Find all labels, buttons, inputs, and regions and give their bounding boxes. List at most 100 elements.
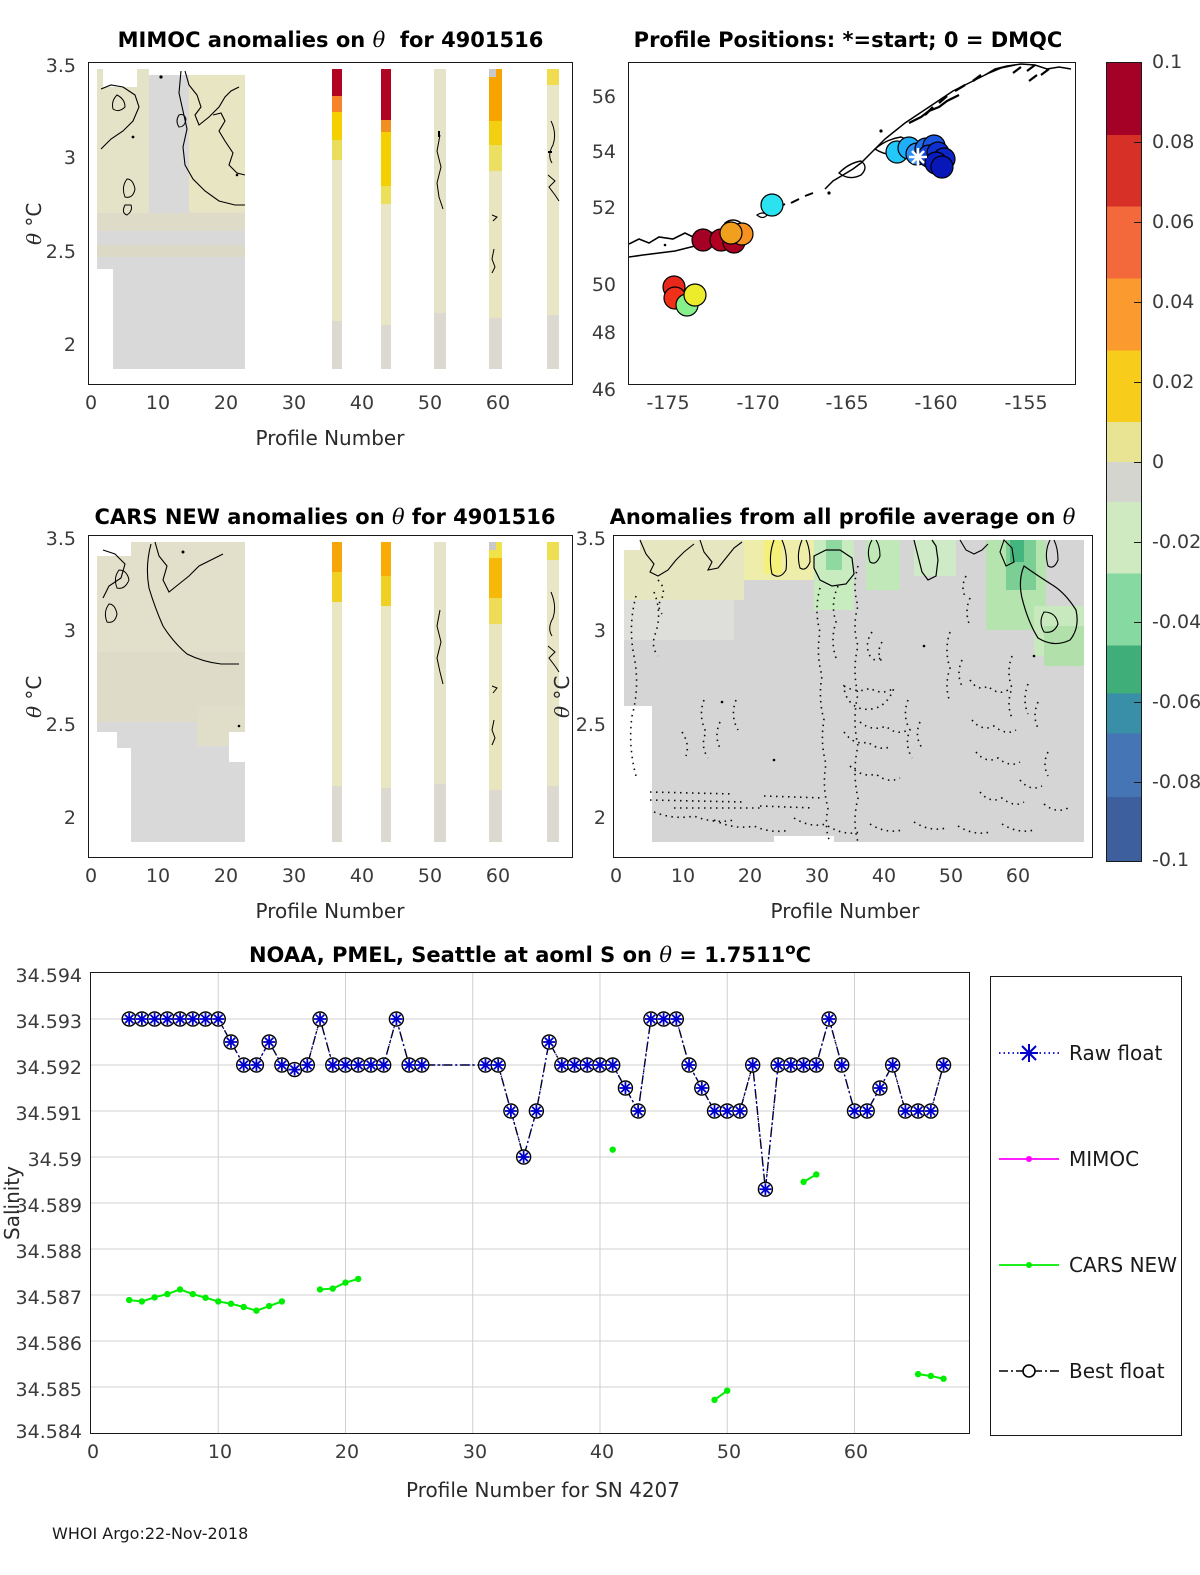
map-ytick-3: 50 <box>591 274 616 296</box>
cars-xtick-2: 20 <box>213 865 239 887</box>
cars-xlabel: Profile Number <box>255 899 405 923</box>
allavg-xtick-0: 0 <box>609 865 623 887</box>
allavg-xtick-6: 60 <box>1005 865 1031 887</box>
cars-ylabel: θ °C <box>22 675 46 718</box>
map-ytick-0: 56 <box>591 86 616 108</box>
cars-xtick-4: 40 <box>349 865 375 887</box>
cars-xtick-1: 10 <box>145 865 171 887</box>
cars-xtick-3: 30 <box>281 865 307 887</box>
colorbar-tick-3: 0.04 <box>1152 291 1195 313</box>
map-ytick-1: 54 <box>591 141 616 163</box>
panel-cars-axes <box>88 535 573 858</box>
mimoc-xtick-3: 30 <box>281 392 307 414</box>
colorbar-tick-6: -0.02 <box>1152 531 1200 553</box>
legend-sample-mimoc <box>999 1156 1059 1162</box>
series-ytick-3: 34.591 <box>15 1103 82 1125</box>
cars-xtick-0: 0 <box>84 865 98 887</box>
series-xtick-2: 20 <box>334 1441 360 1463</box>
series-ytick-9: 34.585 <box>15 1379 82 1401</box>
map-ytick-2: 52 <box>591 197 616 219</box>
cars-ytick-0: 3.5 <box>45 528 76 550</box>
panel-mimoc-axes <box>88 62 573 385</box>
legend-label-best-float: Best float <box>1069 1359 1165 1383</box>
cars-contour-field <box>97 541 560 842</box>
panel-allavg-title: Anomalies from all profile average on θ <box>609 505 1076 529</box>
cars-xtick-6: 60 <box>485 865 511 887</box>
series-ytick-10: 34.584 <box>15 1421 82 1443</box>
map-ytick-5: 46 <box>591 379 616 401</box>
series-ytick-4: 34.59 <box>27 1149 82 1171</box>
series-ytick-2: 34.592 <box>15 1057 82 1079</box>
map-xtick-4: -155 <box>1004 392 1048 414</box>
colorbar-tick-10: -0.1 <box>1152 849 1190 871</box>
start-asterisk <box>909 148 927 166</box>
legend-sample-raw-float <box>999 1044 1059 1062</box>
legend-label-cars-new: CARS NEW <box>1069 1253 1177 1277</box>
figure-footer: WHOI Argo:22-Nov-2018 <box>52 1524 249 1543</box>
colorbar-tick-5: 0 <box>1152 451 1165 473</box>
series-ytick-6: 34.588 <box>15 1241 82 1263</box>
series-ytick-7: 34.587 <box>15 1287 82 1309</box>
series-xtick-6: 60 <box>843 1441 869 1463</box>
map-xtick-2: -165 <box>825 392 869 414</box>
colorbar-tick-0: 0.1 <box>1152 51 1183 73</box>
series-xlabel: Profile Number for SN 4207 <box>405 1478 681 1502</box>
cars-ytick-1: 3 <box>63 620 76 642</box>
map-xtick-0: -175 <box>646 392 690 414</box>
mimoc-contour-field <box>97 69 560 369</box>
legend-label-mimoc: MIMOC <box>1069 1147 1140 1171</box>
series-xtick-3: 30 <box>462 1441 488 1463</box>
series-xtick-0: 0 <box>86 1441 100 1463</box>
panel-series-axes <box>90 972 970 1434</box>
mimoc-ytick-0: 3.5 <box>45 55 76 77</box>
series-ytick-8: 34.586 <box>15 1333 82 1355</box>
colorbar-tick-2: 0.06 <box>1152 211 1195 233</box>
mimoc-ylabel: θ °C <box>22 202 46 245</box>
colorbar-tick-4: 0.02 <box>1152 371 1195 393</box>
legend-label-raw-float: Raw float <box>1069 1041 1163 1065</box>
panel-series-title: NOAA, PMEL, Seattle at aoml S on θ = 1.7… <box>248 940 812 967</box>
series-legend: Raw float MIMOC CARS NEW Best float <box>990 976 1182 1436</box>
colorbar-tick-8: -0.06 <box>1152 691 1200 713</box>
series-ylabel: Salinity <box>0 1166 24 1240</box>
allavg-xtick-3: 30 <box>804 865 830 887</box>
allavg-xtick-4: 40 <box>871 865 897 887</box>
cars-ytick-2: 2.5 <box>45 714 76 736</box>
colorbar-tick-1: 0.08 <box>1152 131 1195 153</box>
map-xtick-1: -170 <box>736 392 780 414</box>
panel-mimoc-title: MIMOC anomalies on θ for 4901516 <box>117 28 544 52</box>
panel-cars-title: CARS NEW anomalies on θ for 4901516 <box>94 505 556 529</box>
colorbar-tick-7: -0.04 <box>1152 611 1200 633</box>
series-xtick-5: 50 <box>716 1441 742 1463</box>
allavg-ytick-3: 2 <box>593 807 606 829</box>
legend-symbols <box>999 1044 1059 1378</box>
panel-map-title: Profile Positions: *=start; 0 = DMQC <box>633 28 1063 52</box>
allavg-ylabel: θ °C <box>550 675 574 718</box>
legend-sample-cars-new <box>999 1262 1059 1268</box>
map-ytick-4: 48 <box>591 322 616 344</box>
mimoc-ytick-1: 3 <box>63 147 76 169</box>
allavg-ytick-2: 2.5 <box>575 714 606 736</box>
legend-sample-best-float <box>999 1364 1059 1378</box>
cars-xtick-5: 50 <box>417 865 443 887</box>
panel-allavg-axes <box>613 535 1093 858</box>
mimoc-xtick-5: 50 <box>417 392 443 414</box>
allavg-contour-field <box>624 538 1084 843</box>
mimoc-xtick-1: 10 <box>145 392 171 414</box>
series-plot-area <box>91 973 969 1433</box>
mimoc-xtick-6: 60 <box>485 392 511 414</box>
allavg-xtick-2: 20 <box>737 865 763 887</box>
map-canvas <box>629 63 1072 317</box>
cars-ytick-3: 2 <box>63 807 76 829</box>
mimoc-ytick-2: 2.5 <box>45 241 76 263</box>
mimoc-xtick-0: 0 <box>84 392 98 414</box>
allavg-ytick-1: 3 <box>593 620 606 642</box>
mimoc-xtick-2: 20 <box>213 392 239 414</box>
colorbar-tick-9: -0.08 <box>1152 771 1200 793</box>
series-xtick-4: 40 <box>589 1441 615 1463</box>
allavg-xtick-5: 50 <box>938 865 964 887</box>
series-ytick-0: 34.594 <box>15 965 82 987</box>
mimoc-xlabel: Profile Number <box>255 426 405 450</box>
map-xtick-3: -160 <box>914 392 958 414</box>
series-ytick-5: 34.589 <box>15 1195 82 1217</box>
